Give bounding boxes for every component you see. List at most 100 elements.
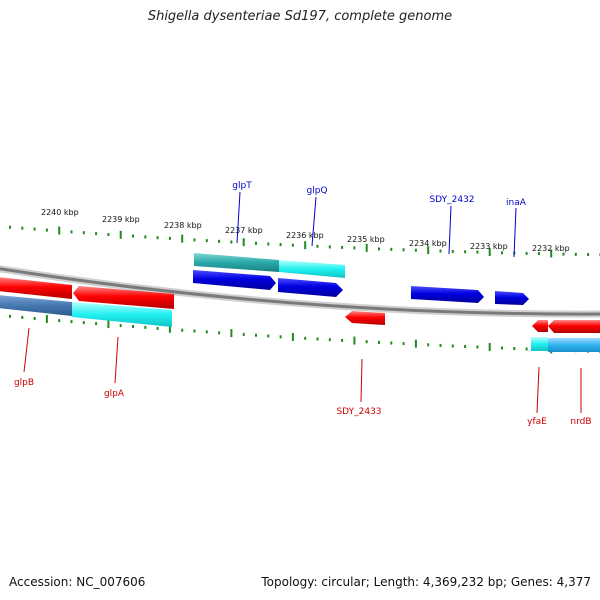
scale-label-2235: 2235 kbp	[347, 235, 385, 244]
lower-scale-minor-tick	[95, 322, 98, 326]
gene-SDY_2432-arrow[interactable]	[411, 286, 484, 303]
lower-scale-minor-tick	[33, 317, 36, 320]
upper-scale-minor-tick	[525, 251, 528, 255]
gene-SDY_2433-arrow[interactable]	[345, 311, 385, 325]
scale-label-2239: 2239 kbp	[102, 215, 140, 224]
gene-nrdB-sky[interactable]	[548, 338, 600, 352]
lower-scale-major-tick	[230, 329, 233, 338]
lower-scale-minor-tick	[156, 326, 159, 330]
lower-scale-major-tick	[291, 333, 294, 341]
gene-glpQ-cyan[interactable]	[279, 260, 345, 278]
lower-scale-minor-tick	[267, 334, 270, 338]
upper-scale-minor-tick	[378, 247, 380, 251]
lower-scale-minor-tick	[193, 329, 196, 333]
lower-scale-minor-tick	[328, 338, 331, 342]
lower-scale-minor-tick	[58, 319, 61, 323]
gene-label-inaA[interactable]: inaA	[506, 198, 527, 208]
lower-scale-ticks	[9, 314, 600, 354]
gene-glpT-teal[interactable]	[194, 253, 279, 272]
gene-glpA-cyan[interactable]	[72, 302, 172, 327]
upper-scale-major-tick	[365, 243, 368, 252]
upper-scale-minor-tick	[562, 252, 565, 256]
gene-label-glpA[interactable]: glpA	[104, 389, 125, 399]
upper-scale-minor-tick	[193, 238, 196, 242]
lower-scale-minor-tick	[205, 330, 208, 334]
upper-scale-minor-tick	[353, 246, 356, 250]
gene-label-SDY_2432[interactable]: SDY_2432	[429, 195, 474, 205]
lower-scale-minor-tick	[439, 343, 442, 347]
upper-scale-major-tick	[550, 249, 553, 258]
upper-scale-minor-tick	[156, 236, 159, 240]
footer-stats: Topology: circular; Length: 4,369,232 bp…	[261, 575, 591, 589]
footer-accession: Accession: NC_007606	[9, 575, 146, 589]
upper-scale-minor-tick	[267, 242, 270, 246]
upper-scale-minor-tick	[218, 239, 221, 243]
reverse-genes	[0, 277, 600, 352]
gene-label-nrdB[interactable]: nrdB	[570, 417, 591, 427]
upper-scale-minor-tick	[501, 251, 503, 255]
gene-label-glpT[interactable]: glpT	[232, 181, 252, 191]
gene-glpA-arrow[interactable]	[73, 286, 174, 309]
gene-label-glpB[interactable]: glpB	[14, 378, 34, 388]
lower-scale-minor-tick	[218, 331, 221, 335]
forward-leaders	[236, 191, 517, 258]
upper-scale-minor-tick	[341, 245, 344, 249]
upper-scale-minor-tick	[390, 247, 393, 251]
scale-label-2238: 2238 kbp	[164, 221, 202, 230]
lower-scale-minor-tick	[316, 337, 319, 341]
lower-scale-major-tick	[488, 343, 491, 351]
reverse-leaders	[23, 327, 582, 414]
lower-scale-minor-tick	[402, 342, 405, 346]
lower-scale-minor-tick	[525, 347, 528, 351]
upper-scale-minor-tick	[132, 234, 134, 238]
scale-label-2234: 2234 kbp	[409, 239, 447, 248]
lower-scale-minor-tick	[279, 335, 282, 339]
lower-scale-minor-tick	[365, 340, 368, 344]
lower-scale-minor-tick	[341, 338, 344, 342]
gene-inaA-arrow[interactable]	[495, 291, 529, 305]
gene-glpT-arrow[interactable]	[193, 270, 276, 290]
lower-scale-minor-tick	[144, 325, 147, 329]
gene-label-glpQ[interactable]: glpQ	[306, 186, 327, 196]
lower-scale-minor-tick	[9, 314, 11, 318]
gene-yfaE-arrow[interactable]	[532, 320, 548, 332]
upper-scale-minor-tick	[9, 225, 11, 229]
gene-label-yfaE[interactable]: yfaE	[527, 417, 547, 427]
gene-label-SDY_2433[interactable]: SDY_2433	[336, 407, 381, 417]
gene-glpB-steel[interactable]	[0, 295, 72, 316]
gene-glpB-arrow[interactable]	[0, 277, 72, 299]
lower-scale-minor-tick	[82, 321, 85, 325]
upper-scale-minor-tick	[45, 228, 48, 232]
gene-glpQ-arrow[interactable]	[278, 278, 343, 297]
scale-label-2236: 2236 kbp	[286, 231, 324, 240]
upper-scale-minor-tick	[476, 250, 479, 254]
upper-scale-minor-tick	[328, 245, 331, 249]
upper-scale-major-tick	[242, 238, 245, 247]
lower-scale-minor-tick	[427, 343, 430, 347]
lower-scale-minor-tick	[70, 320, 73, 324]
scale-label-2233: 2233 kbp	[470, 242, 508, 251]
lower-scale-minor-tick	[21, 315, 24, 319]
lower-scale-minor-tick	[464, 345, 467, 348]
upper-scale-minor-tick	[255, 241, 257, 245]
upper-scale-minor-tick	[587, 253, 590, 256]
lower-scale-minor-tick	[181, 328, 184, 332]
upper-scale-minor-tick	[537, 252, 540, 256]
lower-scale-minor-tick	[501, 346, 503, 350]
genome-backbone-core	[0, 267, 600, 316]
lower-scale-major-tick	[107, 320, 110, 329]
upper-scale-minor-tick	[144, 235, 147, 239]
upper-scale-major-tick	[304, 241, 307, 250]
lower-scale-minor-tick	[513, 347, 516, 350]
upper-scale-minor-tick	[574, 252, 577, 256]
gene-yfaE-cyan[interactable]	[531, 337, 548, 351]
lower-scale-minor-tick	[390, 341, 393, 345]
lower-scale-major-tick	[45, 315, 48, 323]
upper-scale-minor-tick	[291, 243, 294, 247]
upper-scale-minor-tick	[95, 232, 98, 236]
upper-scale-major-tick	[119, 230, 122, 239]
upper-scale-minor-tick	[464, 250, 467, 254]
lower-scale-minor-tick	[132, 325, 134, 328]
upper-scale-minor-tick	[205, 239, 208, 243]
gene-nrdB-arrow[interactable]	[548, 320, 600, 333]
